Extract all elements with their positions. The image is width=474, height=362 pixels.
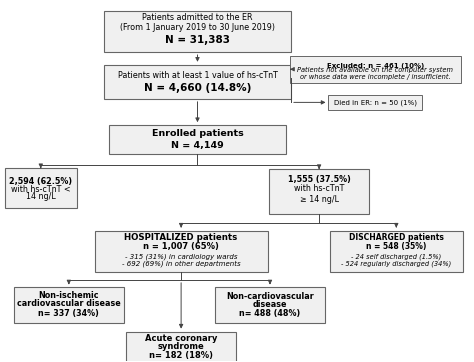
FancyBboxPatch shape: [95, 231, 268, 272]
Text: cardiovascular disease: cardiovascular disease: [17, 299, 121, 308]
Text: Acute coronary: Acute coronary: [145, 334, 217, 344]
Text: with hs-cTnT <: with hs-cTnT <: [11, 185, 71, 194]
Text: N = 4,660 (14.8%): N = 4,660 (14.8%): [144, 83, 251, 93]
Text: - 315 (31%) in cardiology wards: - 315 (31%) in cardiology wards: [125, 253, 237, 260]
Text: n = 548 (35%): n = 548 (35%): [366, 242, 427, 251]
FancyBboxPatch shape: [328, 95, 422, 110]
FancyBboxPatch shape: [215, 287, 325, 323]
Text: - 692 (69%) in other departments: - 692 (69%) in other departments: [122, 260, 240, 267]
Text: - 24 self discharged (1.5%): - 24 self discharged (1.5%): [351, 253, 441, 260]
FancyBboxPatch shape: [14, 287, 124, 323]
Text: Enrolled patients: Enrolled patients: [152, 129, 243, 138]
Text: ≥ 14 ng/L: ≥ 14 ng/L: [300, 195, 338, 204]
FancyBboxPatch shape: [104, 10, 291, 52]
Text: n= 488 (48%): n= 488 (48%): [239, 309, 301, 318]
Text: DISCHARGED patients: DISCHARGED patients: [349, 233, 444, 242]
Text: Non-ischemic: Non-ischemic: [38, 291, 99, 300]
Text: disease: disease: [253, 300, 287, 309]
Text: n= 337 (34%): n= 337 (34%): [38, 309, 99, 318]
FancyBboxPatch shape: [5, 168, 77, 208]
Text: N = 31,383: N = 31,383: [165, 35, 230, 45]
Text: HOSPITALIZED patients: HOSPITALIZED patients: [125, 233, 238, 242]
Text: with hs-cTnT: with hs-cTnT: [294, 184, 344, 193]
Text: Patients not available on the computer system
or whose data were incomplete / in: Patients not available on the computer s…: [297, 67, 453, 80]
FancyBboxPatch shape: [290, 56, 461, 83]
FancyBboxPatch shape: [104, 65, 291, 99]
FancyBboxPatch shape: [329, 231, 463, 272]
Text: N = 4,149: N = 4,149: [171, 141, 224, 150]
Text: n= 182 (18%): n= 182 (18%): [149, 351, 213, 360]
Text: 2,594 (62.5%): 2,594 (62.5%): [9, 177, 73, 186]
Text: syndrome: syndrome: [158, 342, 204, 352]
Text: 14 ng/L: 14 ng/L: [26, 192, 55, 201]
Text: Patients admitted to the ER
(From 1 January 2019 to 30 June 2019): Patients admitted to the ER (From 1 Janu…: [120, 13, 275, 32]
Text: n = 1,007 (65%): n = 1,007 (65%): [143, 242, 219, 251]
Text: Patients with at least 1 value of hs-cTnT: Patients with at least 1 value of hs-cTn…: [118, 71, 277, 80]
Text: - 524 regularly discharged (34%): - 524 regularly discharged (34%): [341, 260, 451, 267]
FancyBboxPatch shape: [109, 125, 286, 154]
FancyBboxPatch shape: [126, 332, 236, 362]
FancyBboxPatch shape: [269, 169, 369, 214]
Text: Non-cardiovascular: Non-cardiovascular: [226, 292, 314, 301]
Text: Died in ER: n = 50 (1%): Died in ER: n = 50 (1%): [334, 99, 417, 106]
Text: Excluded: n = 461 (10%): Excluded: n = 461 (10%): [327, 63, 424, 69]
Text: 1,555 (37.5%): 1,555 (37.5%): [288, 175, 351, 184]
